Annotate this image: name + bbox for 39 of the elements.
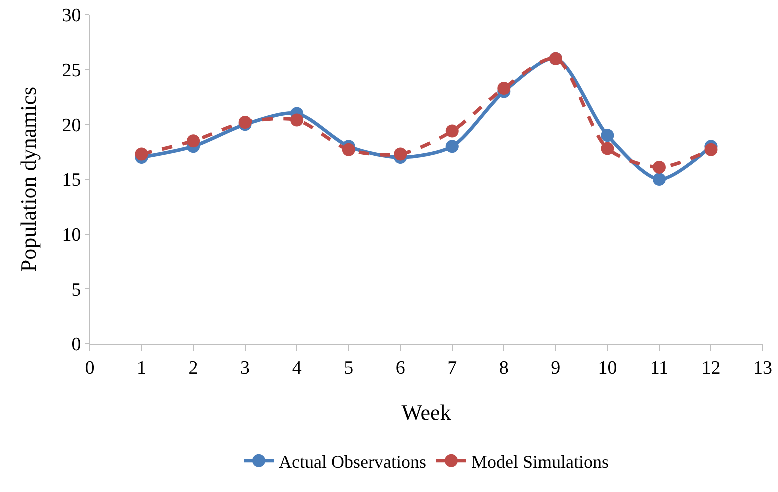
point <box>498 82 511 95</box>
x-tick-label: 8 <box>499 358 509 379</box>
point <box>187 134 200 148</box>
x-tick-label: 4 <box>292 358 302 379</box>
point <box>394 148 408 161</box>
legend-label: Model Simulations <box>471 452 609 472</box>
y-tick-label: 15 <box>62 170 82 192</box>
x-tick-label: 6 <box>396 358 406 379</box>
y-axis-title: Population dynamics <box>16 86 41 272</box>
point <box>135 148 148 161</box>
x-tick-label: 2 <box>188 358 198 379</box>
point <box>446 140 459 154</box>
x-tick-label: 5 <box>344 358 354 379</box>
point <box>342 143 356 156</box>
x-tick-label: 9 <box>551 358 561 379</box>
point <box>652 160 666 174</box>
y-tick-label: 0 <box>72 334 82 356</box>
x-tick-label: 7 <box>448 358 458 379</box>
y-tick-label: 25 <box>62 60 82 82</box>
point <box>446 124 459 138</box>
y-tick-label: 10 <box>62 224 82 246</box>
x-axis-title: Week <box>402 400 452 425</box>
point <box>238 116 252 129</box>
x-tick-label: 10 <box>598 358 618 379</box>
point <box>601 142 614 156</box>
y-tick-label: 5 <box>72 280 82 301</box>
x-tick-label: 13 <box>754 358 772 379</box>
point <box>652 173 666 186</box>
y-tick-label: 20 <box>62 115 82 136</box>
legend-label: Actual Observations <box>279 452 426 472</box>
point <box>704 143 718 156</box>
y-tick-label: 30 <box>62 6 82 27</box>
x-tick-label: 1 <box>137 358 147 379</box>
x-tick-label: 0 <box>85 358 95 379</box>
x-tick-label: 11 <box>650 358 669 379</box>
point <box>290 114 304 127</box>
point <box>601 129 614 142</box>
x-tick-label: 3 <box>240 358 250 379</box>
x-tick-label: 12 <box>702 358 721 379</box>
